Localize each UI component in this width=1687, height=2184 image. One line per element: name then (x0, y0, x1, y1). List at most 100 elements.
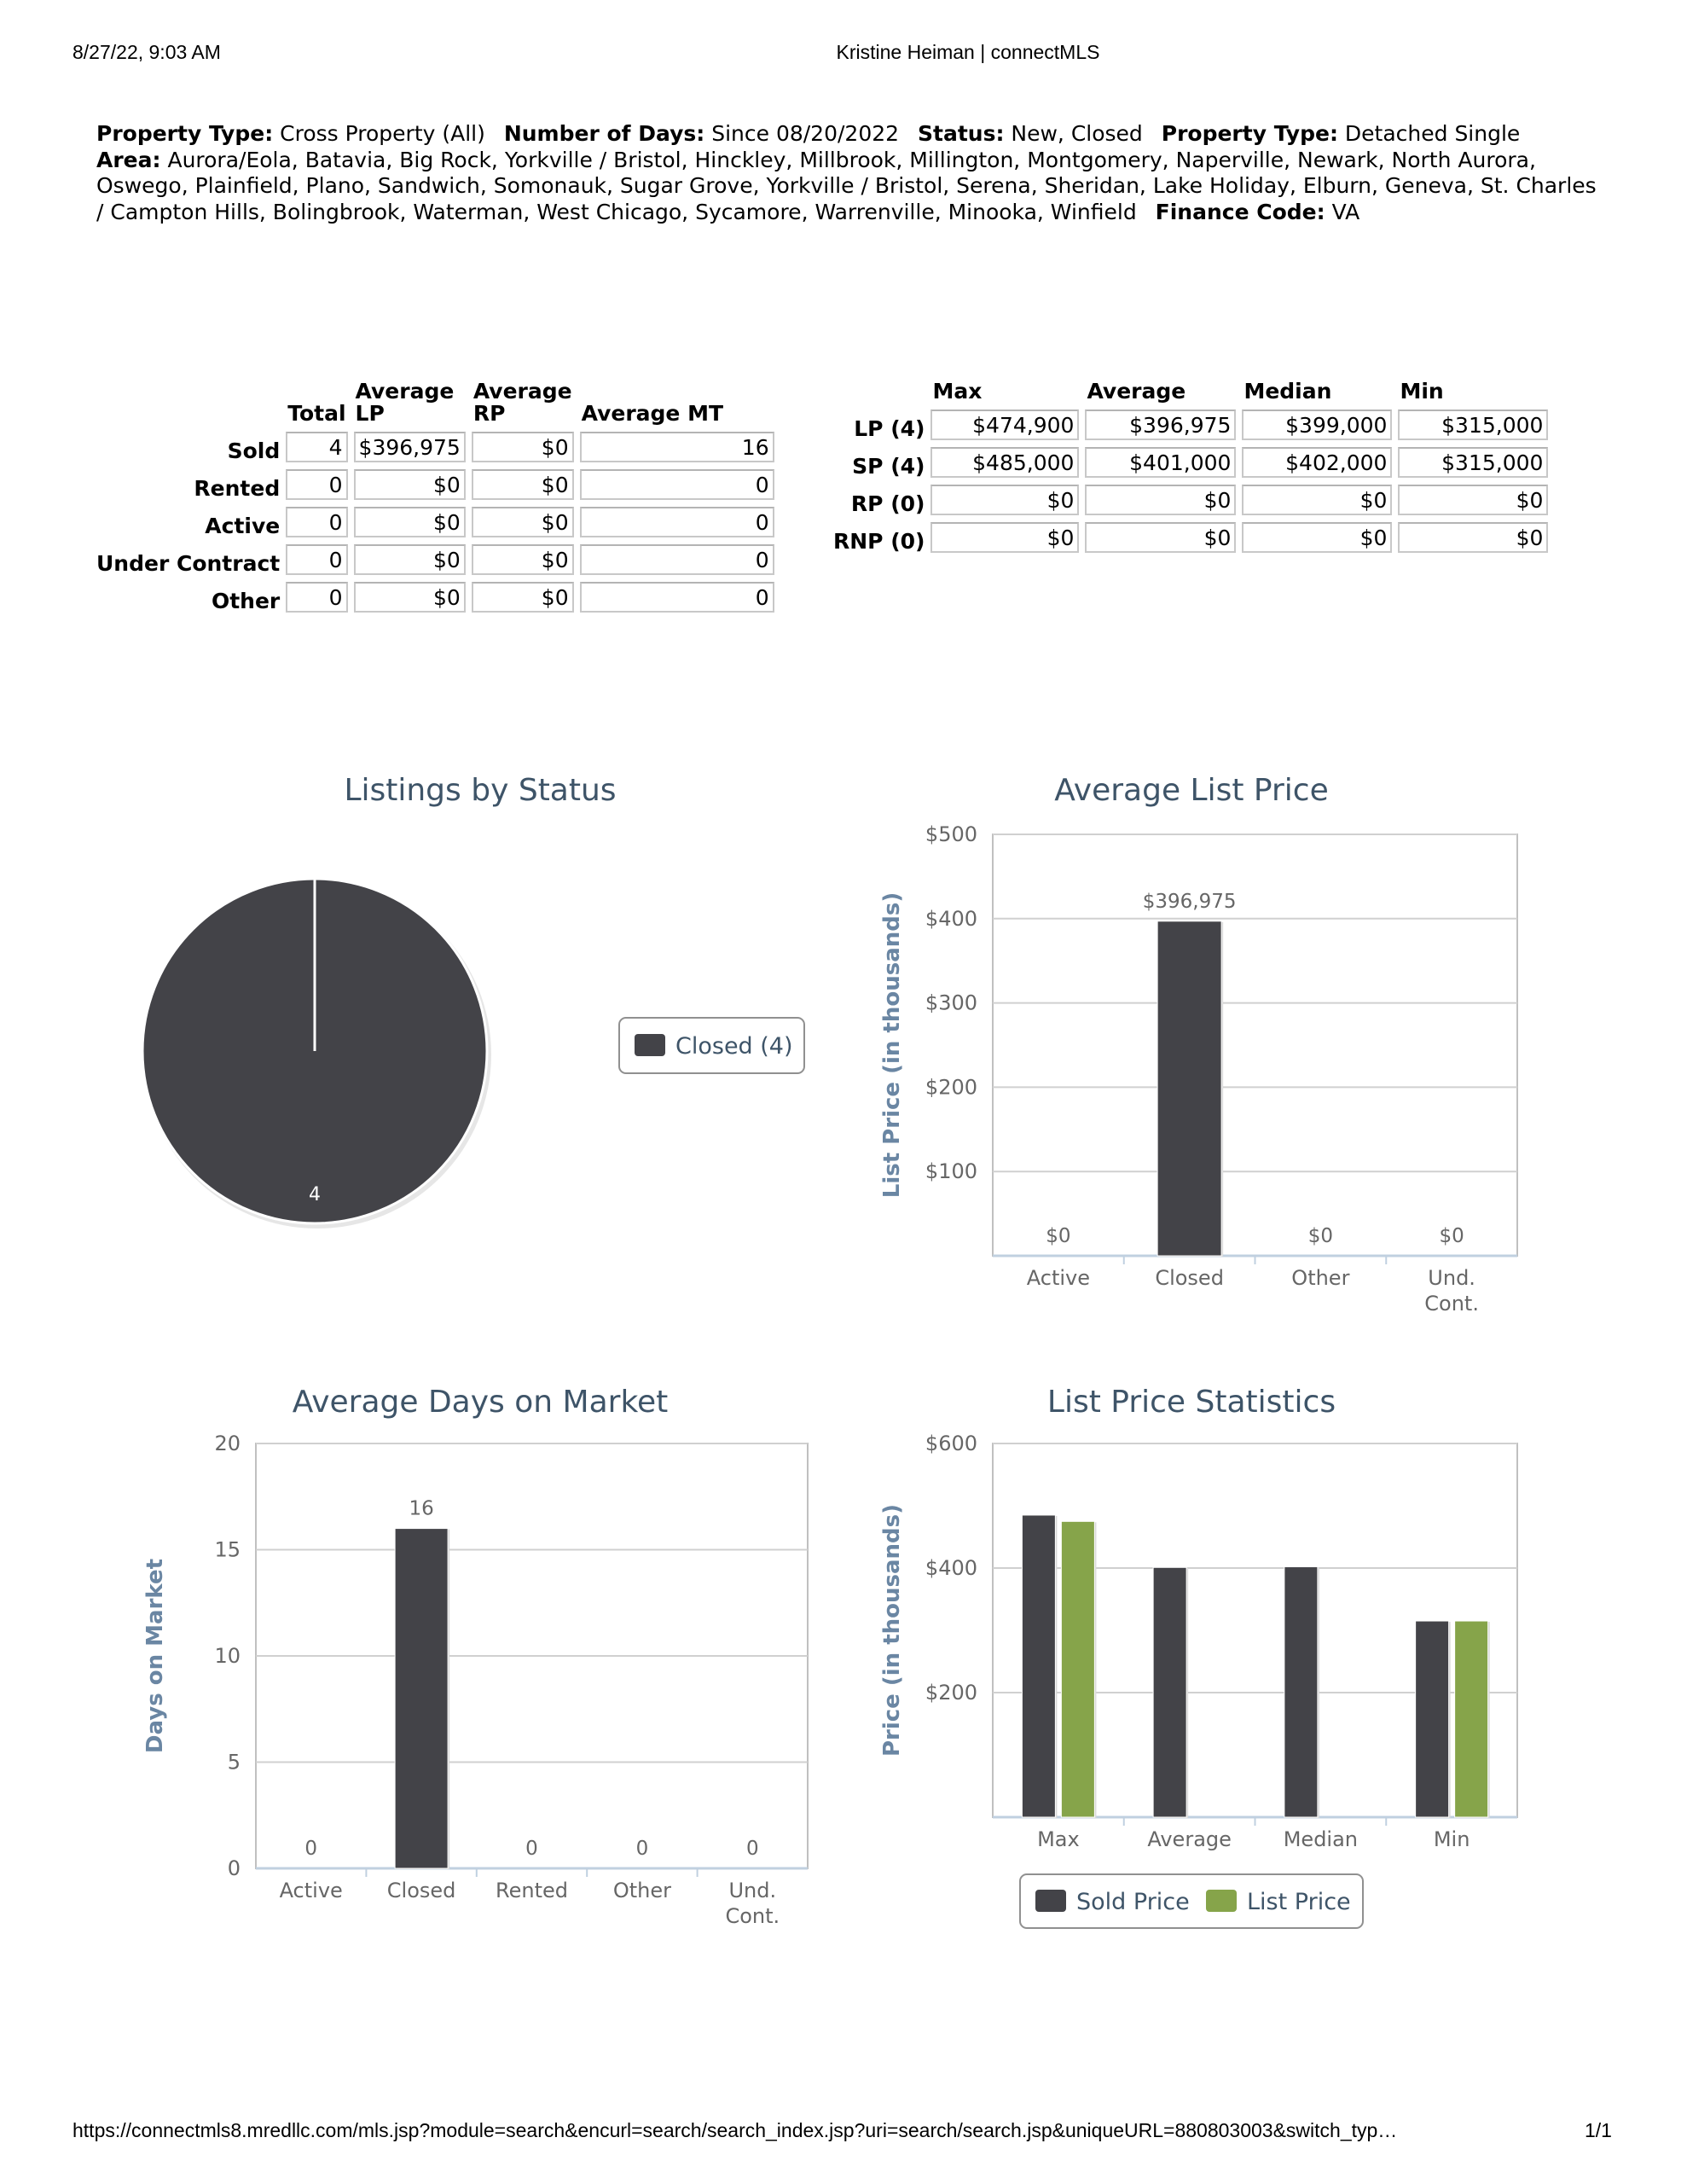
x-tick-label: Closed (387, 1879, 456, 1902)
table-cell: $396,975 (1085, 410, 1237, 440)
row-label: Under Contract (96, 551, 281, 576)
table-row: Rented 0 $0 $0 0 (95, 469, 774, 500)
bar (1060, 1520, 1095, 1818)
table-row: Active 0 $0 $0 0 (95, 507, 774, 537)
data-label: 0 (746, 1838, 759, 1860)
criteria-value: VA (1325, 199, 1360, 224)
row-label: Sold (227, 439, 281, 463)
bar (394, 1528, 449, 1869)
x-tick-label: Median (1284, 1827, 1358, 1851)
table-cell: $396,975 (353, 432, 466, 462)
criteria-label: Finance Code: (1155, 199, 1325, 224)
column-header: Average RP (472, 379, 572, 426)
x-tick-label-line: Other (1291, 1266, 1349, 1290)
table-cell: 16 (579, 432, 774, 462)
data-label: 0 (636, 1838, 649, 1860)
table-cell: 4 (286, 432, 348, 462)
data-label: $0 (1308, 1225, 1333, 1247)
table-row: RP (0) $0 $0 $0 $0 (832, 485, 1549, 516)
table-cell: 0 (286, 507, 348, 537)
x-tick-label-line: Cont. (725, 1904, 780, 1928)
status-summary-table: Total Average LP Average RP Average MT Sold 4… (89, 374, 780, 619)
criteria-item: Finance Code: VA (1156, 200, 1360, 224)
column-header: Average MT (581, 401, 724, 426)
bar (1284, 1566, 1319, 1818)
x-tick-label: Active (280, 1879, 343, 1902)
legend-label: Sold Price (1076, 1889, 1190, 1915)
table-row: LP (4) $474,900 $396,975 $399,000 $315,000 (832, 410, 1549, 441)
y-tick-label: 20 (214, 1432, 241, 1455)
y-tick-label: $200 (925, 1075, 977, 1099)
table-cell: $0 (930, 522, 1080, 553)
x-tick-label-line: Und. (1428, 1266, 1475, 1290)
table-row: SP (4) $485,000 $401,000 $402,000 $315,000 (832, 447, 1549, 478)
table-cell: $315,000 (1398, 447, 1549, 478)
criteria-value: Since 08/20/2022 (704, 121, 900, 146)
x-tick-label-line: Median (1284, 1827, 1358, 1851)
table-cell: $401,000 (1085, 447, 1237, 478)
data-label: $0 (1439, 1225, 1464, 1247)
y-tick-label: $200 (925, 1681, 977, 1705)
table-row: Sold 4 $396,975 $0 16 (95, 432, 774, 462)
row-label: Rented (194, 476, 281, 501)
column-header: Average LP (355, 379, 455, 426)
chart-title: Average List Price (1054, 773, 1328, 808)
x-tick-label: Und. Cont. (725, 1879, 780, 1928)
criteria-label: Number of Days: (503, 121, 705, 146)
x-tick-label-line: Other (613, 1879, 671, 1902)
plot-area (992, 834, 1518, 1257)
table-row: Other 0 $0 $0 0 (95, 582, 774, 613)
table-cell: $0 (471, 432, 574, 462)
bar (1021, 1514, 1056, 1818)
criteria-item: Status: New, Closed (918, 121, 1143, 146)
criteria-label: Status: (918, 121, 1005, 146)
pie-data-label: 4 (309, 1184, 321, 1205)
chart-title: List Price Statistics (1047, 1385, 1336, 1420)
x-tick-label-line: Average (1147, 1827, 1232, 1851)
data-label: 0 (525, 1838, 538, 1860)
criteria-value: Detached Single (1337, 121, 1521, 146)
table-cell: $0 (1242, 485, 1393, 515)
y-tick-label: $500 (925, 822, 977, 846)
y-tick-label: 5 (228, 1751, 241, 1774)
table-row: RNP (0) $0 $0 $0 $0 (832, 522, 1549, 553)
table-cell: $474,900 (930, 410, 1080, 440)
table-cell: $0 (1085, 485, 1237, 515)
table-cell: 0 (579, 582, 774, 613)
table-cell: 0 (579, 469, 774, 500)
criteria-label: Area: (96, 147, 161, 172)
x-tick-label-line: Closed (1155, 1266, 1224, 1290)
legend-swatch (635, 1034, 665, 1056)
x-tick-label-line: Rented (496, 1879, 568, 1902)
y-tick-label: 10 (214, 1644, 241, 1668)
row-label: Other (211, 589, 281, 613)
x-tick-label-line: Active (280, 1879, 343, 1902)
table-cell: $0 (1398, 485, 1549, 515)
table-cell: $0 (471, 544, 574, 575)
row-label: Active (205, 514, 281, 538)
row-label: LP (4) (854, 416, 925, 441)
column-header: Max (932, 379, 983, 404)
table-header-row: Total Average LP Average RP Average MT (95, 380, 774, 425)
y-tick-label: $100 (925, 1159, 977, 1183)
table-cell: 0 (286, 582, 348, 613)
x-tick-label-line: Cont. (1424, 1292, 1479, 1316)
x-tick-label: Closed (1155, 1266, 1224, 1290)
x-tick-label: Other (613, 1879, 671, 1902)
row-label: RP (0) (850, 491, 925, 516)
table-header-row: Max Average Median Min (832, 380, 1548, 403)
table-cell: $0 (353, 469, 466, 500)
x-tick-label-line: Closed (387, 1879, 456, 1902)
criteria-value: New, Closed (1004, 121, 1143, 146)
y-tick-label: $400 (925, 907, 977, 931)
x-tick-label-line: Max (1037, 1827, 1080, 1851)
x-tick-label: Min (1434, 1827, 1470, 1851)
y-tick-label: 15 (214, 1538, 241, 1562)
print-datetime: 8/27/22, 9:03 AM (72, 41, 221, 63)
x-tick-label: Max (1037, 1827, 1080, 1851)
legend-label: List Price (1247, 1889, 1351, 1915)
column-header: Min (1400, 379, 1444, 404)
page-title: Kristine Heiman | connectMLS (836, 41, 1100, 63)
y-axis-title: Price (in thousands) (879, 1504, 905, 1757)
data-label: $0 (1046, 1225, 1070, 1247)
